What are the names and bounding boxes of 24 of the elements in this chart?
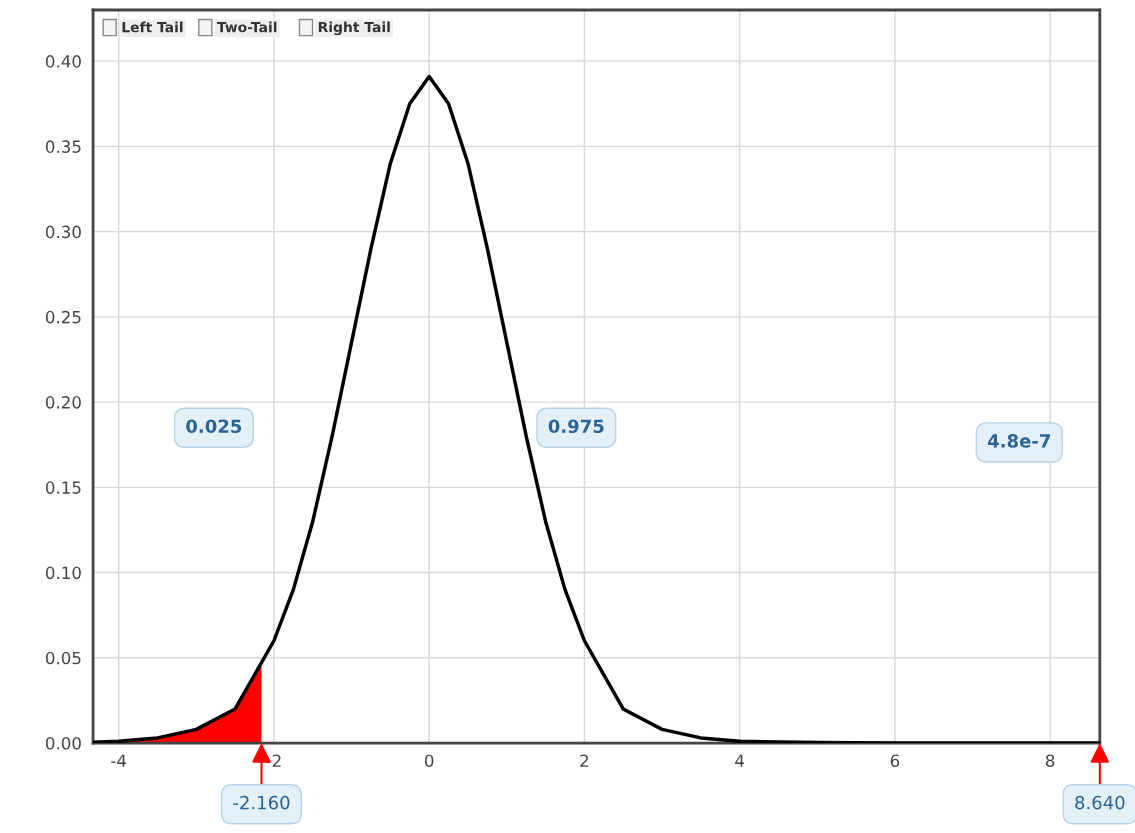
y-tick-label: 0.25 <box>45 310 81 324</box>
x-tick-label: 6 <box>890 754 900 768</box>
y-tick-label: 0.40 <box>45 55 81 68</box>
y-tick-label: 0.20 <box>45 396 81 409</box>
annotation: 0.025 <box>186 419 242 434</box>
y-tick-label: 0.15 <box>45 481 81 494</box>
y-tick-label: 0.30 <box>45 225 81 239</box>
annotation: Two-Tail <box>216 21 277 33</box>
x-tick-label: 8 <box>1045 754 1055 768</box>
y-tick-label: 0.00 <box>45 737 81 750</box>
annotation: 4.8e-7 <box>987 434 1050 448</box>
x-tick-label: 2 <box>580 754 589 767</box>
annotation: -2.160 <box>233 795 290 810</box>
x-tick-label: -2 <box>266 754 281 767</box>
y-tick-label: 0.10 <box>45 566 81 580</box>
x-tick-label: 4 <box>735 754 745 767</box>
annotation: Right Tail <box>318 21 390 36</box>
y-tick-label: 0.05 <box>45 651 81 665</box>
annotation: Left Tail <box>122 21 183 33</box>
x-tick-label: 0 <box>424 754 434 768</box>
x-tick-label: -4 <box>111 754 127 767</box>
annotation: 0.975 <box>548 419 604 434</box>
y-tick-label: 0.35 <box>45 140 81 153</box>
annotation: 8.640 <box>1075 795 1125 810</box>
